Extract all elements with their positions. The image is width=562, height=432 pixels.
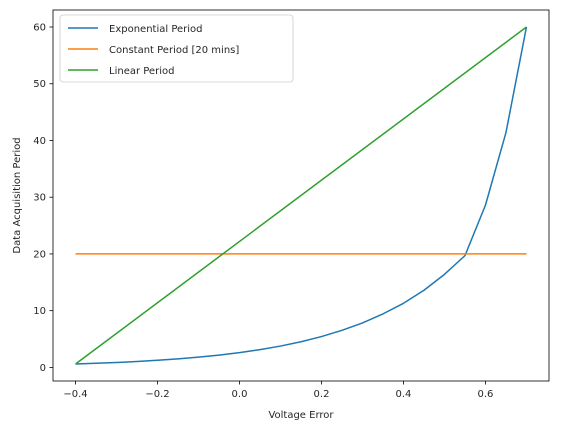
- series-line-1: [75, 26, 528, 365]
- y-tick-label: 10: [33, 306, 46, 317]
- y-tick-label: 30: [33, 193, 46, 204]
- legend-box: [59, 14, 294, 83]
- y-tick-label: 20: [33, 249, 46, 260]
- y-tick-label: 40: [33, 136, 46, 147]
- y-tick-label: 0: [40, 363, 46, 374]
- x-tick-label: 0.6: [478, 389, 494, 400]
- series-line-3: [75, 26, 527, 365]
- legend-label: Constant Period [20 mins]: [109, 45, 239, 56]
- series-layer: [75, 26, 528, 365]
- y-axis: 0 10 20 30 40 50 60: [33, 23, 53, 374]
- y-tick-label: 50: [33, 79, 46, 90]
- x-tick-label: −0.2: [145, 389, 169, 400]
- x-tick-label: 0.4: [396, 389, 412, 400]
- x-tick-label: 0.0: [232, 389, 248, 400]
- legend-label: Exponential Period: [109, 24, 203, 35]
- legend-label: Linear Period: [109, 66, 174, 77]
- legend: Exponential Period Constant Period [20 mi…: [59, 14, 294, 83]
- x-tick-label: −0.4: [63, 389, 87, 400]
- y-axis-label: Data Acquisition Period: [12, 137, 23, 253]
- y-tick-label: 60: [33, 23, 46, 34]
- x-tick-label: 0.2: [314, 389, 330, 400]
- x-axis-label: Voltage Error: [268, 410, 334, 421]
- x-axis: −0.4 −0.2 0.0 0.2 0.4 0.6: [63, 381, 493, 400]
- plot-frame: [52, 9, 550, 382]
